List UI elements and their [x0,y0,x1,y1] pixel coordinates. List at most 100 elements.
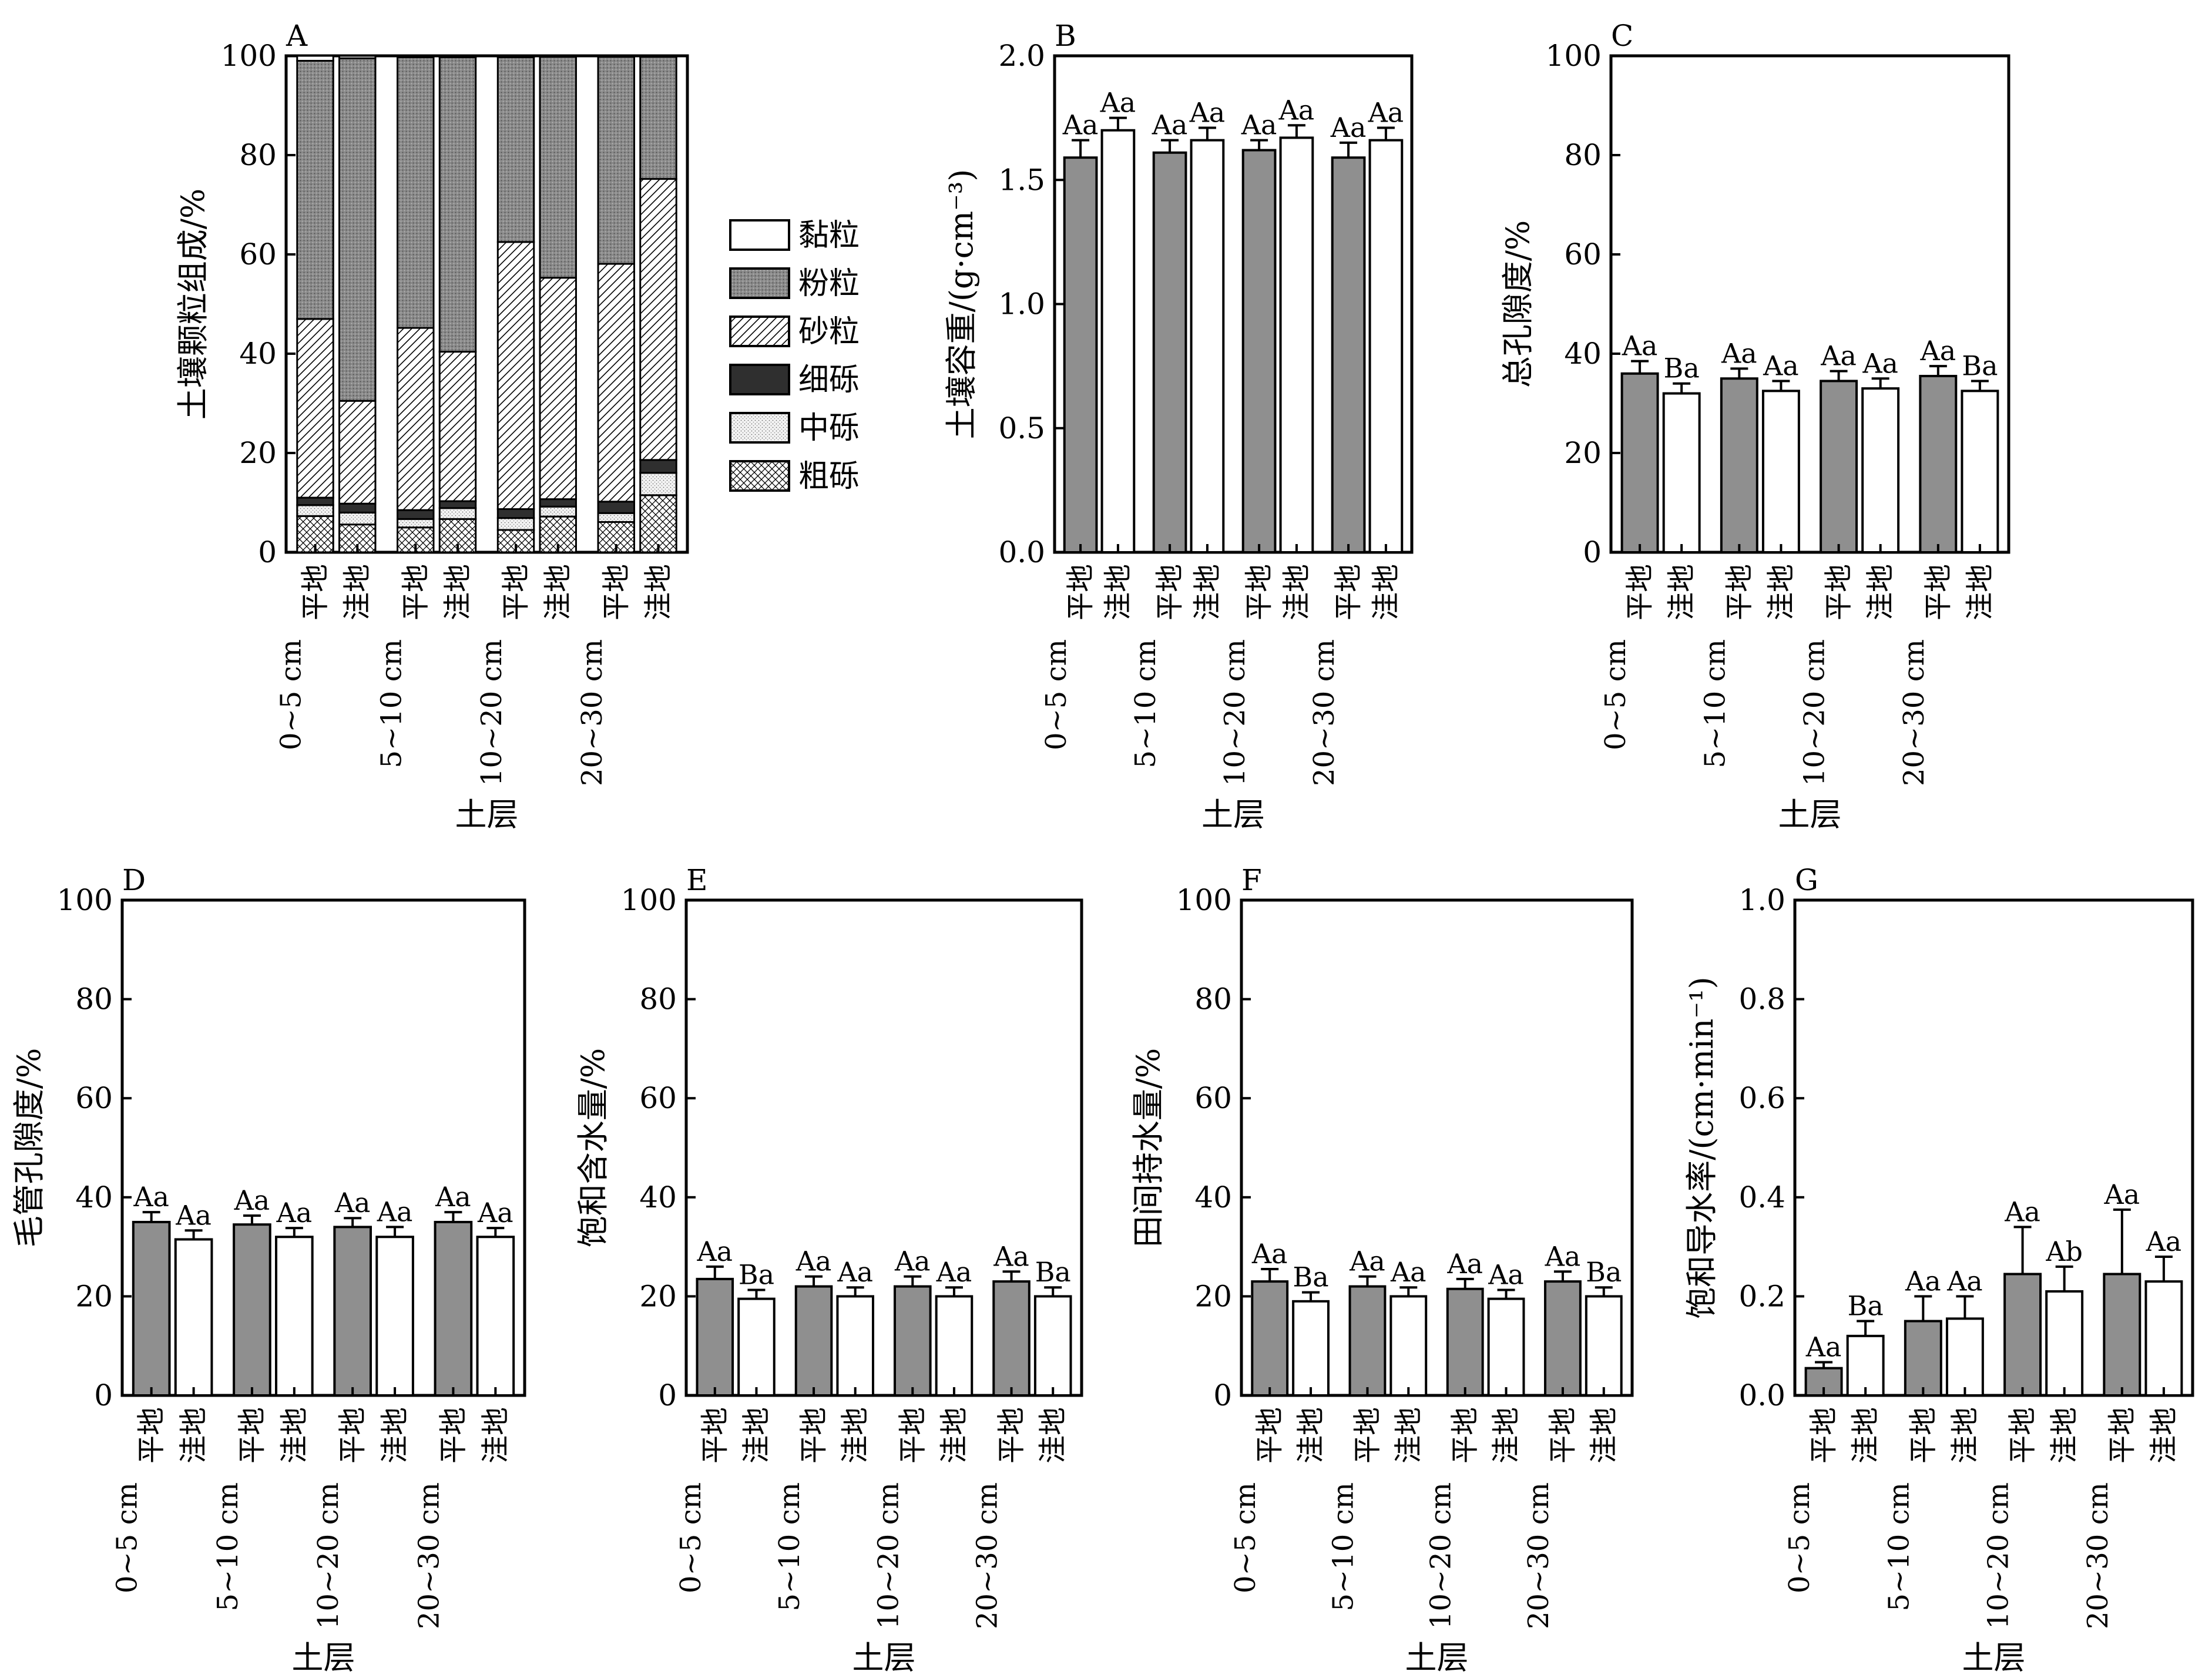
y-axis-label: 总孔隙度/% [1499,220,1536,388]
y-tick-label: 40 [239,337,277,371]
stack-clay [438,55,477,59]
significance-label: Aa [1368,97,1404,129]
y-tick-label: 0 [258,535,277,569]
legend-swatch [729,460,790,492]
bar [2003,1273,2042,1397]
x-axis-label: 土层 [455,796,519,833]
significance-label: Aa [1488,1258,1524,1290]
y-tick-label: 0.2 [1738,1279,1785,1313]
y-tick-label: 2.0 [998,39,1045,73]
x-site-label: 平地 [336,1407,369,1464]
stack-silt [639,56,677,180]
x-site-label: 洼地 [1294,1407,1327,1464]
significance-label: Aa [1905,1265,1941,1297]
x-site-label: 洼地 [1948,1407,1981,1464]
significance-label: Aa [1189,97,1226,129]
bar [1279,136,1314,554]
y-tick-label: 1.0 [998,287,1045,321]
x-depth-label: 0~5 cm [674,1482,707,1593]
bar [1348,1285,1387,1397]
bar [1063,156,1098,554]
bar [1544,1280,1582,1397]
significance-label: Aa [1820,340,1857,372]
x-depth-label: 10~20 cm [872,1482,905,1629]
x-site-label: 平地 [1064,564,1097,620]
y-tick-label: 80 [639,982,677,1016]
bar [333,1226,372,1397]
y-tick-label: 0.6 [1738,1081,1785,1115]
bar [174,1238,213,1397]
x-site-label: 洼地 [1490,1407,1523,1464]
significance-label: Ba [1962,350,1998,381]
stack-fine-gravel [597,501,636,514]
stack-sand [539,277,577,501]
x-site-label: 洼地 [1963,564,1996,620]
significance-label: Aa [1920,335,1956,367]
panel-c: 020406080100C总孔隙度/% AaBa Aa Aa Aa Aa Aa Ba平地 洼地平… [1499,19,2010,833]
stack-fine-gravel [639,459,677,474]
y-tick-label: 100 [1176,883,1232,917]
bar [1190,139,1225,553]
x-site-label: 洼地 [1764,564,1797,620]
significance-label: Aa [1349,1246,1385,1277]
x-site-label: 洼地 [1280,564,1313,620]
stack-sand [397,327,435,511]
y-tick-label: 80 [1564,138,1602,172]
x-site-label: 平地 [1546,1407,1579,1464]
x-axis-label: 土层 [852,1639,916,1676]
significance-label: Aa [936,1256,972,1288]
x-depth-label: 20~30 cm [1898,639,1931,786]
legend-swatch [729,219,790,251]
x-site-label: 洼地 [2048,1407,2081,1464]
y-tick-label: 0 [1213,1378,1232,1412]
plot-frame [120,898,526,1397]
y-tick-label: 100 [621,883,677,917]
significance-label: Aa [1278,94,1315,126]
bar [1100,129,1136,553]
y-axis-label: 毛管孔隙度/% [11,1048,48,1248]
x-site-label: 平地 [135,1407,168,1464]
y-axis-label: 饱和导水率/(cm·min⁻¹) [1683,976,1720,1318]
bar [2144,1280,2183,1397]
stack-sand [338,400,377,505]
bar [476,1236,515,1397]
stack-clay [296,55,334,62]
significance-label: Aa [894,1246,931,1277]
panel-letter: D [122,863,146,897]
bar [2045,1290,2084,1397]
x-depth-label: 5~10 cm [773,1482,806,1612]
y-tick-label: 0 [94,1378,113,1412]
x-site-label: 洼地 [1370,564,1402,620]
y-tick-label: 100 [221,39,277,73]
y-tick-label: 20 [1194,1279,1232,1313]
y-tick-label: 100 [57,883,113,917]
x-depth-label: 10~20 cm [1425,1482,1458,1629]
x-depth-label: 20~30 cm [971,1482,1004,1629]
bar [1846,1334,1885,1397]
y-tick-label: 20 [1564,436,1602,470]
bar [434,1220,473,1397]
stack-silt [597,56,636,265]
bar [1919,375,1958,554]
significance-label: Aa [1805,1331,1842,1363]
significance-label: Aa [1100,87,1136,119]
stack-medium-gravel [639,472,677,496]
x-depth-label: 20~30 cm [412,1482,445,1629]
bar [1331,156,1366,554]
panel-g: 0.00.20.40.60.81.0G饱和导水率/(cm·min⁻¹)AaBaA… [1683,863,2194,1676]
x-site-label: 平地 [1351,1407,1384,1464]
x-site-label: 平地 [1807,1407,1840,1464]
stack-silt [338,57,377,402]
x-axis-label: 土层 [1778,796,1842,833]
y-tick-label: 20 [75,1279,113,1313]
x-axis-label: 土层 [1201,796,1265,833]
significance-label: Aa [1946,1265,1983,1297]
significance-label: Aa [477,1197,513,1229]
y-tick-label: 80 [239,138,277,172]
bar [1820,380,1858,553]
x-depth-label: 5~10 cm [1699,639,1731,768]
y-axis-label: 田间持水量/% [1130,1048,1167,1248]
bar [894,1285,932,1397]
x-site-label: 平地 [499,564,532,620]
